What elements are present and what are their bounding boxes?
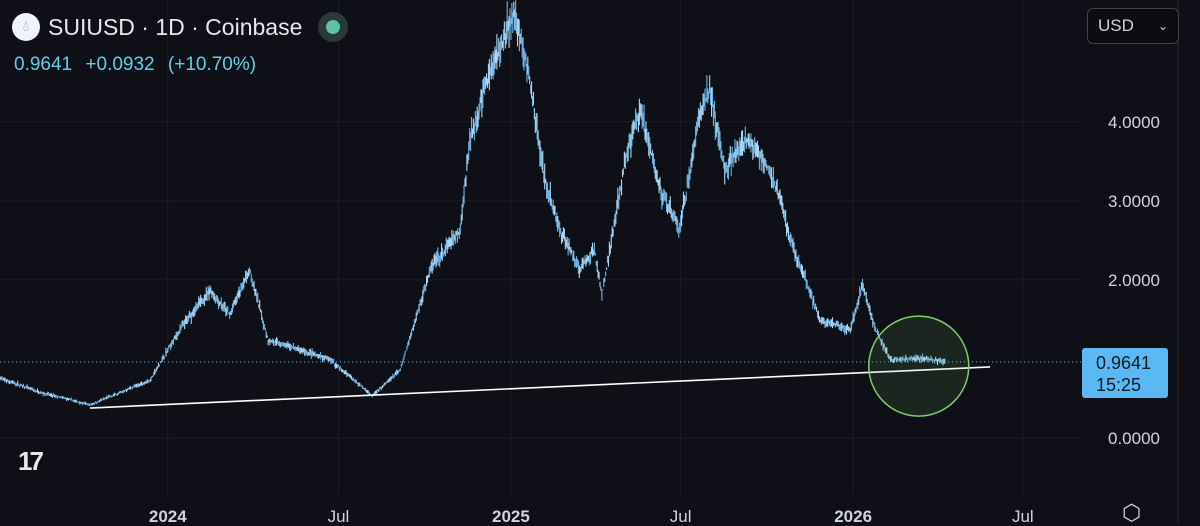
price-change: +0.0932: [85, 54, 155, 75]
highlight-circle: [868, 315, 970, 417]
chevron-down-icon: ⌄: [1157, 19, 1168, 33]
trendline: [89, 366, 991, 409]
quote-line: 0.9641 +0.0932 (+10.70%): [14, 54, 264, 76]
x-tick-label: 2025: [492, 507, 530, 524]
x-tick-label: Jul: [1012, 507, 1034, 524]
x-tick-label: Jul: [670, 507, 692, 524]
candles: [0, 0, 946, 407]
currency-label: USD: [1098, 16, 1134, 35]
settings-hexagon-icon[interactable]: ⬡: [1122, 500, 1142, 525]
price-change-pct: (+10.70%): [167, 54, 257, 75]
x-tick-label: Jul: [328, 507, 350, 524]
tag-countdown: 15:25: [1096, 375, 1142, 395]
symbol-title[interactable]: SUIUSD · 1D · Coinbase: [48, 13, 303, 40]
x-tick-label: 2026: [834, 507, 872, 524]
last-price-tag: 0.9641 15:25: [1082, 348, 1168, 398]
y-tick-label: 2.0000: [1108, 271, 1160, 290]
last-price: 0.9641: [14, 54, 73, 75]
price-axis-panel: [1080, 0, 1200, 524]
y-tick-label: 4.0000: [1108, 113, 1160, 132]
chart-header: 💧︎ SUIUSD · 1D · Coinbase: [12, 12, 349, 42]
tag-price: 0.9641: [1096, 353, 1152, 373]
y-tick-label: 3.0000: [1108, 192, 1160, 211]
tradingview-logo[interactable]: 17: [18, 446, 44, 476]
x-tick-label: 2024: [149, 507, 187, 524]
market-status-icon[interactable]: [318, 12, 349, 42]
y-tick-label: 0.0000: [1108, 429, 1160, 448]
sui-droplet-icon: 💧︎: [12, 13, 40, 41]
currency-select[interactable]: USD ⌄: [1087, 8, 1179, 44]
